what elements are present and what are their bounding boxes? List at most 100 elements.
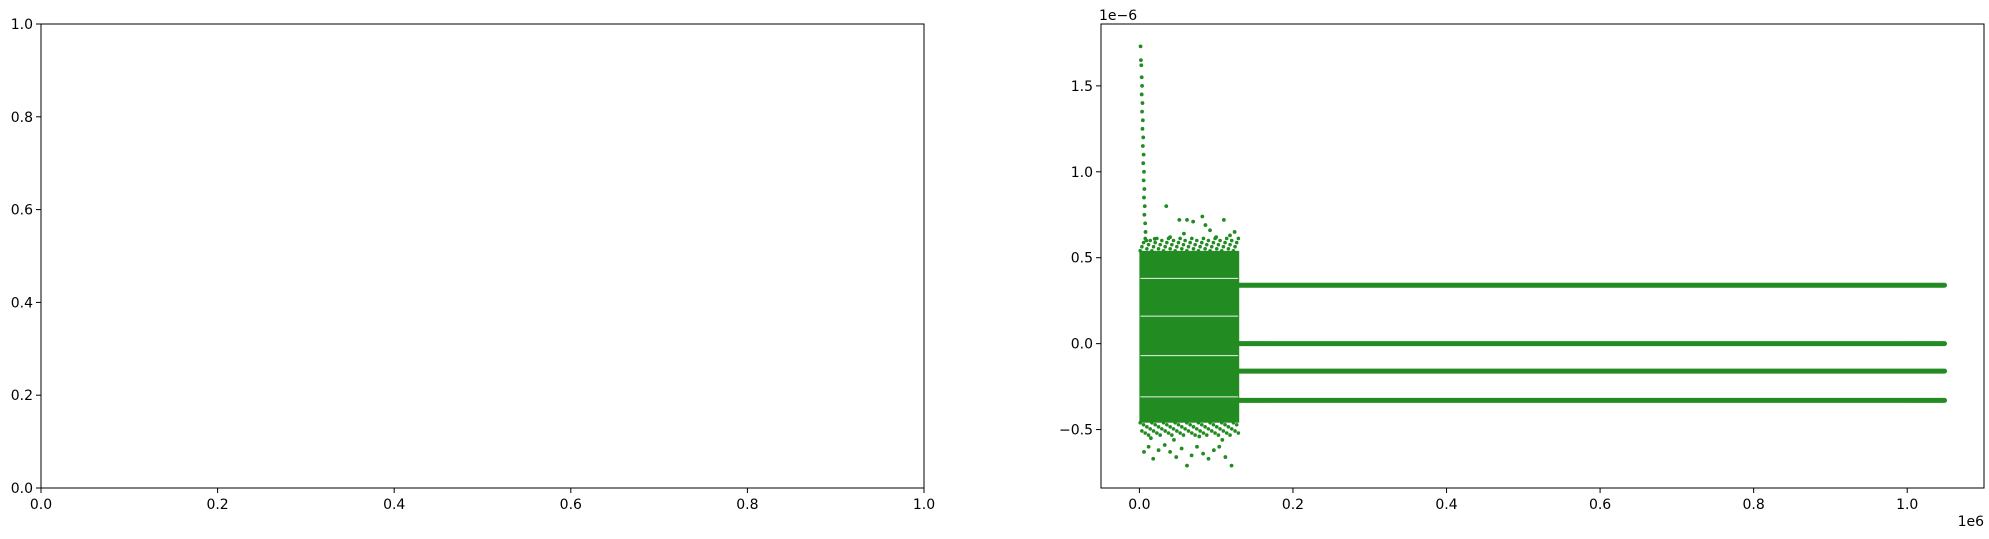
scatter-point — [1171, 427, 1176, 431]
left-y-tick-label: 1.0 — [11, 17, 33, 33]
scatter-point — [1194, 427, 1199, 431]
scatter-point — [1198, 244, 1202, 249]
scatter-point — [1145, 425, 1149, 429]
scatter-point — [1214, 246, 1219, 251]
right-y-tick-label: 1.0 — [1071, 165, 1093, 181]
scatter-point — [1173, 420, 1177, 425]
scatter-point — [1211, 240, 1216, 245]
scatter-point — [1231, 420, 1236, 425]
scatter-point — [1189, 453, 1194, 458]
scatter-point — [1209, 429, 1214, 433]
scatter-point — [1150, 249, 1154, 253]
scatter-point — [1141, 178, 1146, 183]
scatter-point — [1138, 249, 1143, 253]
left-y-tick-label: 0.4 — [11, 295, 33, 311]
scatter-point — [1141, 135, 1146, 140]
scatter-point — [1234, 422, 1239, 427]
scatter-point — [1236, 431, 1241, 435]
scatter-point — [1145, 246, 1149, 251]
scatter-point — [1185, 463, 1189, 468]
scatter-point — [1195, 444, 1199, 449]
scatter-point — [1179, 446, 1184, 451]
scatter-point — [1224, 236, 1229, 241]
scatter-point — [1183, 238, 1187, 243]
scatter-point — [1142, 195, 1146, 200]
scatter-point — [1156, 448, 1161, 453]
right-y-tick-label: 0.0 — [1071, 337, 1093, 353]
scatter-point — [1223, 455, 1228, 459]
scatter-point — [1219, 420, 1224, 425]
scatter-point — [1182, 231, 1186, 236]
right-x-tick-label: 0.2 — [1282, 497, 1304, 513]
scatter-point — [1208, 420, 1212, 425]
scatter-point — [1221, 244, 1226, 249]
scatter-point — [1191, 425, 1196, 429]
scatter-point — [1203, 425, 1207, 429]
left-y-tick-label: 0.6 — [11, 203, 33, 219]
scatter-point — [1206, 427, 1211, 431]
scatter-point — [1152, 236, 1157, 241]
right-y-tick-label: 0.5 — [1071, 251, 1093, 267]
scatter-point — [1170, 242, 1174, 247]
scatter-point — [1226, 425, 1231, 429]
right-x-ticks: 0.0 0.2 0.4 0.6 0.8 1.0 — [1128, 488, 1918, 513]
right-plot-area — [1101, 24, 1984, 488]
scatter-point — [1148, 238, 1153, 243]
scatter-point — [1160, 238, 1164, 243]
scatter-point — [1214, 425, 1219, 429]
scatter-point — [1165, 422, 1169, 427]
scatter-point — [1156, 246, 1161, 251]
scatter-point — [1188, 240, 1192, 245]
scatter-point — [1191, 246, 1196, 251]
left-plot-area — [41, 24, 924, 488]
scatter-point — [1139, 63, 1144, 68]
scatter-point — [1206, 456, 1211, 461]
scatter-point — [1140, 126, 1145, 131]
scatter-point — [1158, 242, 1162, 247]
scatter-point — [1163, 429, 1167, 433]
scatter-point — [1148, 427, 1153, 431]
left-x-tick-label: 0.0 — [30, 497, 52, 513]
scatter-point — [1204, 433, 1209, 437]
scatter-point — [1213, 431, 1217, 435]
scatter-point — [1233, 429, 1237, 433]
scatter-point — [1140, 109, 1144, 114]
left-x-tick-label: 0.2 — [206, 497, 228, 513]
scatter-point — [1193, 242, 1197, 247]
scatter-point — [1203, 246, 1207, 251]
scatter-point — [1203, 223, 1208, 227]
scatter-point — [1143, 221, 1148, 226]
scatter-point — [1199, 422, 1204, 427]
scatter-point — [1165, 240, 1169, 245]
scatter-point — [1221, 429, 1226, 433]
scatter-point — [1201, 451, 1206, 456]
scatter-point — [1186, 429, 1191, 433]
scatter-point — [1196, 420, 1201, 425]
left-y-tick-label: 0.8 — [11, 110, 33, 126]
scatter-point — [1141, 422, 1146, 427]
scatter-point — [1208, 249, 1212, 253]
scatter-point — [1220, 437, 1225, 442]
scatter-point — [1200, 214, 1205, 219]
scatter-point — [1141, 152, 1146, 157]
left-y-tick-label: 0.2 — [11, 388, 33, 404]
scatter-point — [1198, 429, 1202, 433]
scatter-point — [1178, 236, 1182, 241]
left-axes: 0.0 0.2 0.4 0.6 0.8 1.0 0.0 0.2 0.4 0.6 0.8 1.0 — [11, 17, 935, 513]
scatter-point — [1168, 235, 1173, 239]
left-x-tick-label: 0.4 — [383, 497, 405, 513]
scatter-point — [1176, 240, 1181, 245]
scatter-point — [1201, 236, 1206, 241]
left-x-tick-label: 0.6 — [560, 497, 582, 513]
x-offset-text: 1e6 — [1958, 514, 1985, 530]
left-axes-frame — [40, 23, 925, 489]
scatter-point — [1141, 161, 1146, 166]
scatter-point — [1151, 244, 1156, 249]
right-x-tick-label: 0.6 — [1589, 497, 1611, 513]
scatter-point — [1228, 433, 1232, 437]
scatter-point — [1211, 422, 1216, 427]
scatter-point — [1226, 246, 1231, 251]
scatter-point — [1183, 427, 1187, 431]
scatter-point — [1142, 169, 1146, 174]
